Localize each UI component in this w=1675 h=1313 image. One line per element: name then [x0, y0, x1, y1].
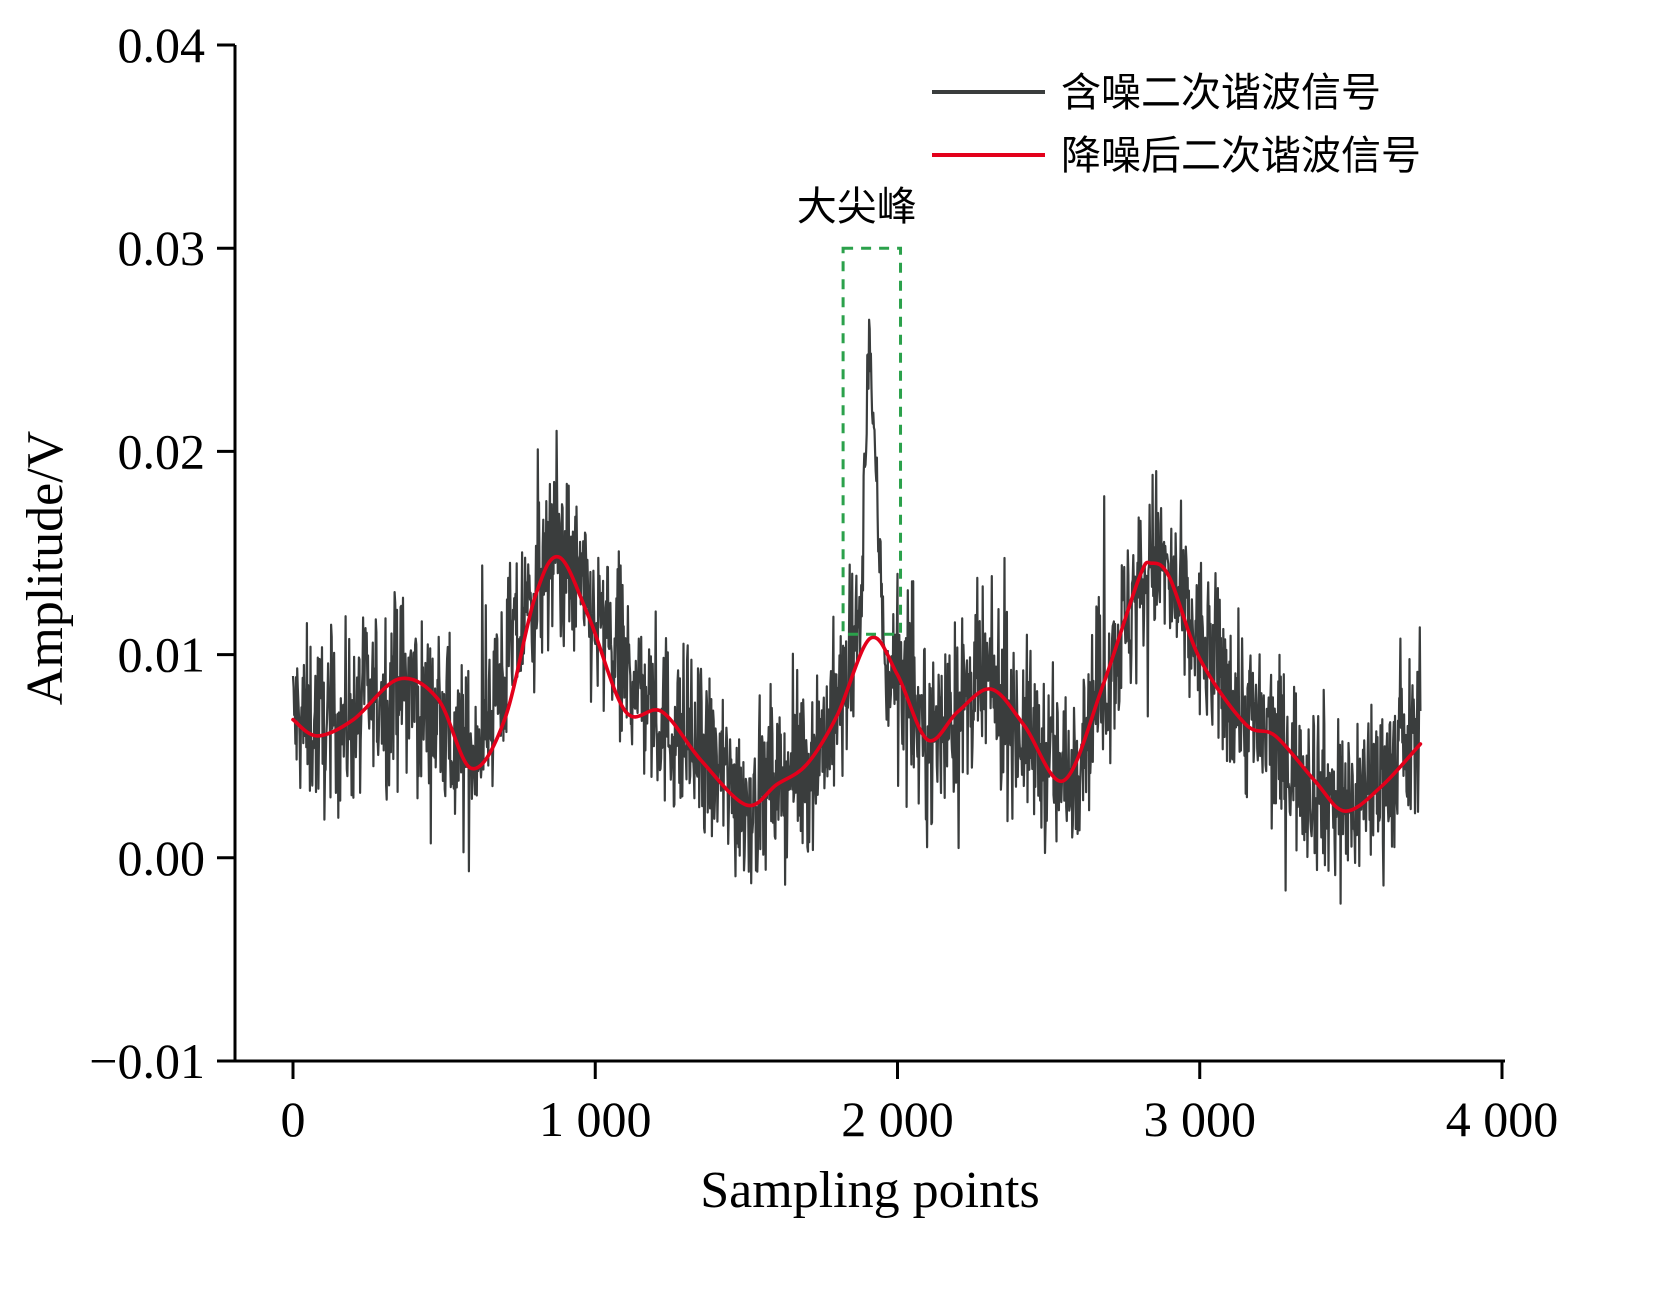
axes: 0 1 000 2 000 3 000 4 000 −0.01 0.00 0.01 0.02 0… [89, 17, 1558, 1147]
noisy-signal-line [291, 318, 1422, 905]
legend: 含噪二次谐波信号 降噪后二次谐波信号 [932, 70, 1421, 179]
x-axis-ticks: 0 1 000 2 000 3 000 4 000 [281, 1061, 1559, 1147]
y-tick-label: −0.01 [89, 1033, 205, 1089]
y-tick-label: 0.03 [118, 220, 206, 276]
x-axis-title: Sampling points [700, 1162, 1039, 1219]
x-tick-label: 3 000 [1144, 1091, 1257, 1147]
peak-annotation-label: 大尖峰 [797, 184, 917, 230]
x-tick-label: 2 000 [841, 1091, 954, 1147]
y-tick-label: 0.04 [118, 17, 206, 73]
y-axis-ticks: −0.01 0.00 0.01 0.02 0.03 0.04 [89, 17, 235, 1089]
y-tick-label: 0.02 [118, 423, 206, 479]
y-tick-label: 0.01 [118, 627, 206, 683]
peak-highlight-box [841, 246, 903, 636]
legend-label-noisy: 含噪二次谐波信号 [1061, 70, 1381, 116]
y-tick-label: 0.00 [118, 830, 206, 886]
x-tick-label: 4 000 [1446, 1091, 1559, 1147]
x-tick-label: 1 000 [539, 1091, 652, 1147]
x-tick-label: 0 [281, 1091, 306, 1147]
y-axis-title: Amplitude/V [17, 431, 74, 705]
denoised-signal-line [291, 554, 1423, 813]
legend-label-denoised: 降噪后二次谐波信号 [1061, 133, 1421, 179]
plot-area [291, 318, 1423, 905]
